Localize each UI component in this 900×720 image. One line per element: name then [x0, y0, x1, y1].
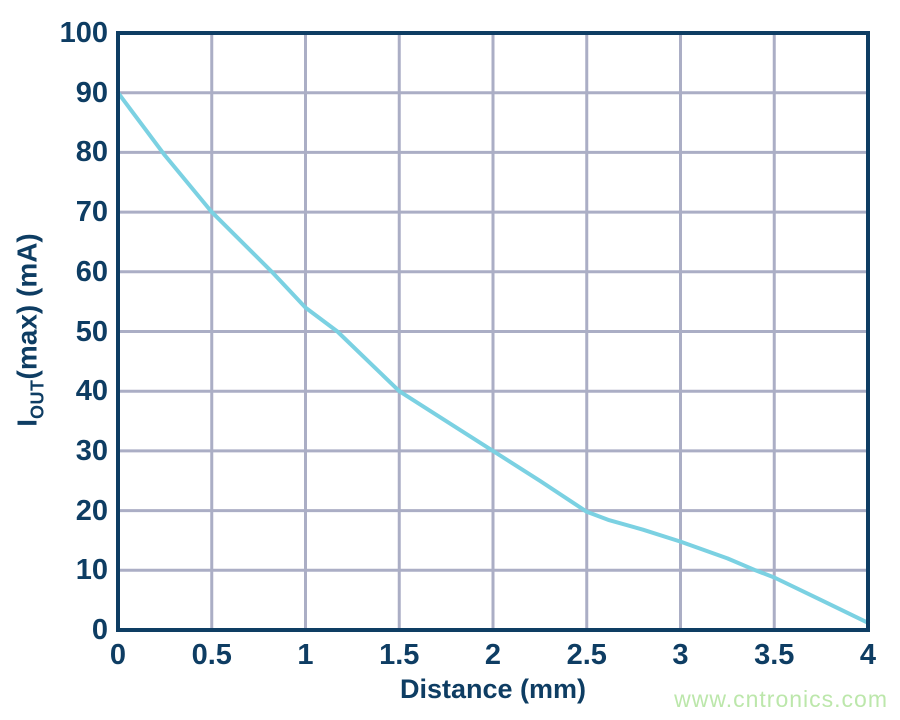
x-tick-label: 0.5	[191, 639, 232, 671]
y-tick-label: 90	[75, 76, 108, 109]
y-tick-label: 30	[75, 434, 108, 467]
y-tick-label: 40	[75, 375, 108, 408]
y-tick-label: 20	[75, 494, 108, 527]
data-curve	[116, 90, 870, 625]
y-tick-label: 10	[75, 554, 108, 587]
watermark: www.cntronics.com	[674, 686, 888, 712]
x-tick-label: 3	[672, 639, 689, 671]
x-tick-label: 0	[109, 639, 127, 671]
y-tick-label: 60	[75, 255, 108, 288]
y-axis-title-symbol: I	[11, 418, 43, 427]
x-tick-label: 1	[297, 639, 314, 671]
y-tick-label: 0	[91, 614, 108, 646]
y-tick-label: 100	[59, 17, 108, 49]
y-tick-label: 80	[75, 136, 108, 169]
x-tick-label: 2	[484, 639, 502, 671]
plot-border	[116, 31, 870, 632]
y-tick-label: 70	[75, 196, 108, 229]
x-tick-label: 1.5	[379, 639, 420, 671]
x-tick-label: 2.5	[566, 639, 607, 671]
x-tick-label: 3.5	[754, 639, 795, 671]
x-tick-label: 4	[859, 639, 877, 671]
x-axis-title: Distance (mm)	[399, 674, 587, 704]
y-tick-label: 50	[75, 315, 108, 348]
